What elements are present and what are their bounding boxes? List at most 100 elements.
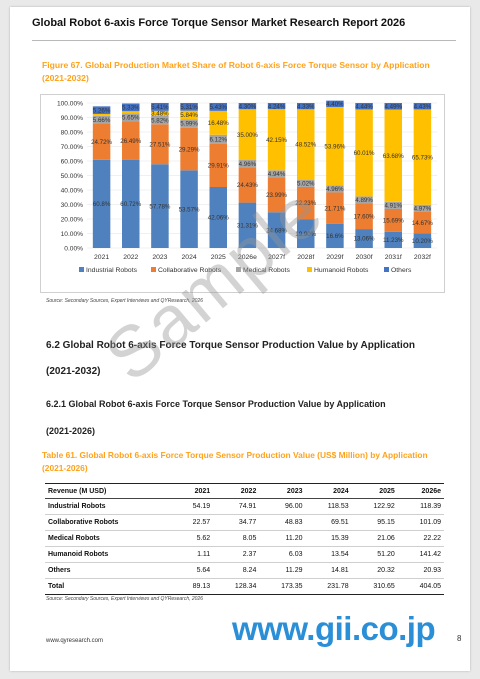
- bar-segment: [355, 103, 373, 110]
- table-cell: 20.93: [397, 562, 444, 579]
- legend-swatch: [151, 267, 156, 272]
- bar-segment: [297, 109, 315, 180]
- table-cell: 8.05: [213, 530, 260, 547]
- bar-segment: [122, 113, 140, 122]
- table-cell: 74.91: [213, 498, 260, 515]
- data-label: 65.73%: [412, 154, 433, 161]
- table-cell: 1.11: [173, 546, 214, 563]
- bar-segment: [267, 170, 286, 178]
- data-label: 35.00%: [237, 132, 258, 139]
- bar-segment: [180, 103, 198, 111]
- col-header: 2022: [213, 483, 260, 499]
- row-label: Industrial Robots: [45, 498, 174, 515]
- bar-segment: [384, 109, 402, 202]
- bar-segment: [238, 167, 257, 203]
- x-tick-label: 2022: [123, 254, 138, 261]
- x-tick-label: 2031f: [385, 254, 402, 261]
- data-label: 3.48%: [151, 111, 169, 118]
- table-cell: 6.03: [259, 546, 306, 563]
- data-label: 42.15%: [266, 137, 287, 144]
- report-header-title: Global Robot 6-axis Force Torque Sensor …: [32, 17, 406, 29]
- x-tick-label: 2030f: [356, 254, 373, 261]
- x-tick-label: 2023: [152, 254, 167, 261]
- table-cell: 51.20: [351, 546, 398, 563]
- x-tick-label: 2024: [182, 254, 197, 261]
- data-label: 31.31%: [237, 223, 258, 230]
- col-header: 2023: [259, 483, 306, 499]
- legend-label: Others: [391, 267, 412, 274]
- x-tick-label: 2026e: [238, 254, 257, 261]
- data-label: 4.24%: [268, 103, 286, 110]
- y-tick-label: 60.00%: [61, 158, 84, 165]
- data-label: 10.20%: [412, 238, 433, 245]
- data-label: 17.60%: [354, 214, 375, 221]
- bar-segment: [122, 159, 140, 248]
- bar-segment: [384, 201, 402, 209]
- data-label: 5.31%: [180, 104, 198, 111]
- data-label: 6.12%: [209, 136, 227, 143]
- data-label: 5.43%: [209, 104, 227, 111]
- x-tick-label: 2027f: [268, 254, 285, 261]
- section-heading-6-2: 6.2 Global Robot 6-axis Force Torque Sen…: [46, 340, 415, 351]
- data-label: 4.91%: [384, 203, 402, 210]
- table-cell: 22.57: [173, 514, 214, 531]
- legend-label: Industrial Robots: [86, 267, 138, 274]
- table-cell: 48.83: [259, 514, 306, 531]
- bar-segment: [355, 229, 373, 248]
- data-label: 5.41%: [151, 104, 169, 111]
- legend-swatch: [307, 267, 312, 272]
- bar-segment: [151, 115, 169, 125]
- data-label: 4.97%: [414, 206, 432, 213]
- table-cell: 13.54: [305, 546, 352, 563]
- bar-segment: [180, 170, 198, 248]
- table-cell: 118.53: [305, 498, 352, 515]
- bar-segment: [297, 179, 315, 187]
- y-tick-label: 30.00%: [61, 202, 84, 209]
- table-header-row: Revenue (M USD) 2021 2022 2023 2024 2025…: [45, 483, 444, 499]
- data-label: 5.02%: [297, 180, 315, 187]
- bar-segment: [209, 134, 227, 144]
- bar-segment: [384, 103, 402, 110]
- figure-title: Figure 67. Global Production Market Shar…: [42, 60, 430, 83]
- table-cell: 118.39: [397, 498, 444, 515]
- table-cell: 8.24: [213, 562, 260, 579]
- table-row: Collaborative Robots 22.57 34.77 48.83 6…: [45, 514, 444, 531]
- data-label: 5.66%: [93, 117, 111, 124]
- table-cell: 34.77: [213, 514, 260, 531]
- data-label: 29.91%: [208, 163, 229, 170]
- table-cell: 5.62: [173, 530, 214, 547]
- y-tick-label: 80.00%: [61, 129, 84, 136]
- data-label: 22.23%: [295, 200, 316, 207]
- data-label: 5.65%: [122, 115, 140, 122]
- bar-segment: [180, 119, 198, 128]
- data-label: 5.33%: [122, 105, 140, 112]
- data-label: 4.96%: [326, 186, 344, 193]
- legend-swatch: [79, 267, 84, 272]
- table-cell: 20.32: [351, 562, 398, 579]
- bar-segment: [326, 107, 344, 186]
- table-total-row: Total 89.13 128.34 173.35 231.78 310.65 …: [45, 578, 444, 595]
- bar-segment: [413, 233, 432, 248]
- bar-segment: [413, 211, 432, 234]
- bar-segment: [413, 204, 432, 212]
- col-header: 2025: [351, 483, 398, 499]
- x-tick-label: 2032f: [414, 254, 431, 261]
- y-tick-label: 50.00%: [61, 173, 84, 180]
- bar-segment: [326, 100, 344, 108]
- production-value-table: Revenue (M USD) 2021 2022 2023 2024 2025…: [45, 483, 444, 595]
- data-label: 60.01%: [354, 150, 375, 157]
- report-page: Global Robot 6-axis Force Torque Sensor …: [10, 7, 470, 671]
- row-label: Humanoid Robots: [45, 546, 174, 563]
- data-label: 4.30%: [239, 103, 257, 110]
- data-label: 24.68%: [266, 227, 287, 234]
- data-label: 16.6%: [326, 233, 344, 240]
- data-label: 4.94%: [268, 171, 286, 178]
- data-label: 26.49%: [120, 138, 141, 145]
- subsection-heading-6-2-1-years: (2021-2026): [46, 426, 96, 436]
- table-cell: 141.42: [397, 546, 444, 563]
- bar-segment: [384, 208, 402, 232]
- col-header: Revenue (M USD): [45, 483, 174, 499]
- data-label: 53.96%: [324, 143, 345, 150]
- table-row: Industrial Robots 54.19 74.91 96.00 118.…: [45, 498, 444, 515]
- data-label: 24.43%: [237, 182, 258, 189]
